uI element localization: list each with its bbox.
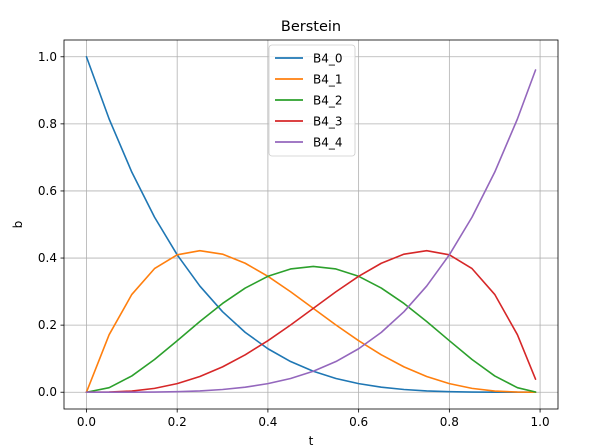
y-tick-label: 0.6 [38,184,57,198]
x-tick-label: 0.2 [168,415,187,429]
y-tick-label: 0.0 [38,385,57,399]
legend-label: B4_4 [313,136,343,150]
legend-label: B4_1 [313,73,343,87]
series-line-b4-2 [85,265,537,394]
plot-frame [63,39,559,410]
y-tick-label: 0.2 [38,318,57,332]
legend-label: B4_2 [313,94,343,108]
x-tick-label: 0.4 [258,415,277,429]
x-tick-label: 1.0 [531,415,550,429]
series-line-b4-4 [85,69,537,394]
x-tick-label: 0.0 [77,415,96,429]
series-line-b4-3 [85,249,537,394]
chart-title: Berstein [281,19,341,35]
legend-label: B4_3 [313,115,343,129]
legend-label: B4_0 [313,52,343,66]
legend-box [268,44,356,157]
x-tick-label: 0.8 [440,415,459,429]
legend: B4_0 B4_1 B4_2 B4_3 B4_4 [268,44,356,157]
series-lines [85,55,537,394]
axes: 0.0 0.2 0.4 0.6 0.8 1.0 0.0 0.2 0.4 0.6 0.8 1.0 [38,50,550,429]
x-tick-label: 0.6 [349,415,368,429]
y-tick-label: 1.0 [38,50,57,64]
y-tick-label: 0.8 [38,117,57,131]
y-axis-label: b [11,221,25,229]
x-axis-label: t [309,434,314,446]
y-tick-label: 0.4 [38,251,57,265]
